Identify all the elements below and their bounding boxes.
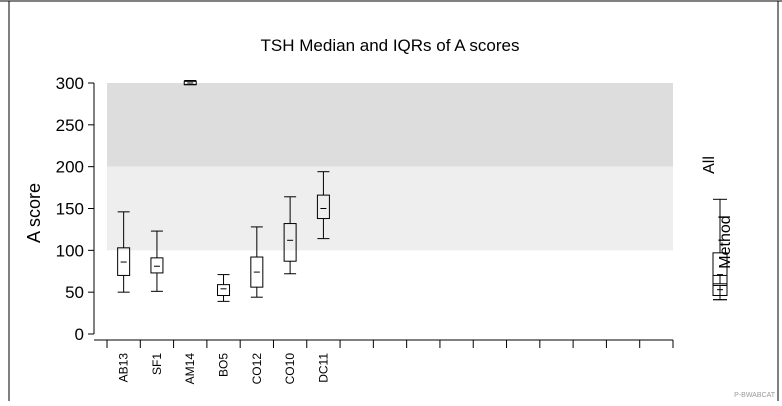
x-tick-label-bo5: BO5 bbox=[217, 353, 231, 377]
summary-box-all-iqr-box bbox=[712, 252, 728, 286]
x-tick-label-co12: CO12 bbox=[250, 353, 264, 385]
box-series bbox=[117, 79, 330, 302]
band-1 bbox=[107, 166, 673, 251]
band-0 bbox=[107, 83, 673, 167]
box-am14-iqr-box bbox=[183, 80, 197, 86]
x-tick-label-ab13: AB13 bbox=[117, 353, 131, 383]
box-am14 bbox=[183, 79, 197, 86]
y-tick-label-200: 200 bbox=[56, 158, 84, 177]
summary-boxes: All Method bbox=[701, 156, 734, 301]
y-tick-label-150: 150 bbox=[56, 200, 84, 219]
y-tick-label-300: 300 bbox=[56, 74, 84, 93]
summary-box-method bbox=[712, 274, 728, 301]
box-dc11 bbox=[316, 171, 330, 240]
x-tick-label-sf1: SF1 bbox=[150, 353, 164, 375]
box-bo5-iqr-box bbox=[217, 284, 231, 297]
box-co12-iqr-box bbox=[250, 256, 264, 288]
box-ab13-iqr-box bbox=[117, 247, 131, 276]
y-axis-label: A score bbox=[24, 183, 44, 243]
x-tick-label-dc11: DC11 bbox=[316, 353, 330, 383]
box-sf1-iqr-box bbox=[150, 257, 164, 274]
box-ab13 bbox=[117, 211, 131, 293]
summary-label-all: All bbox=[701, 156, 718, 174]
box-co12 bbox=[250, 226, 264, 298]
chart-title: TSH Median and IQRs of A scores bbox=[261, 36, 520, 55]
footer-code: P-BWABCAT bbox=[734, 392, 776, 399]
y-tick-label-0: 0 bbox=[75, 325, 84, 344]
box-dc11-iqr-box bbox=[316, 194, 330, 220]
background-bands bbox=[107, 83, 673, 251]
y-tick-label-100: 100 bbox=[56, 241, 84, 260]
x-tick-label-co10: CO10 bbox=[283, 353, 297, 385]
summary-label-method: Method bbox=[717, 215, 734, 268]
y-tick-label-50: 50 bbox=[65, 283, 84, 302]
box-sf1 bbox=[150, 230, 164, 292]
box-co10 bbox=[283, 196, 297, 275]
box-bo5 bbox=[217, 274, 231, 302]
y-tick-label-250: 250 bbox=[56, 116, 84, 135]
box-co10-iqr-box bbox=[283, 223, 297, 262]
y-axis: 0 50 100 150 200 250 300 bbox=[56, 74, 95, 344]
x-axis: AB13 SF1 AM14 BO5 CO12 CO10 DC11 bbox=[94, 339, 674, 385]
x-tick-label-am14: AM14 bbox=[183, 353, 197, 385]
summary-box-method-iqr-box bbox=[712, 283, 728, 297]
